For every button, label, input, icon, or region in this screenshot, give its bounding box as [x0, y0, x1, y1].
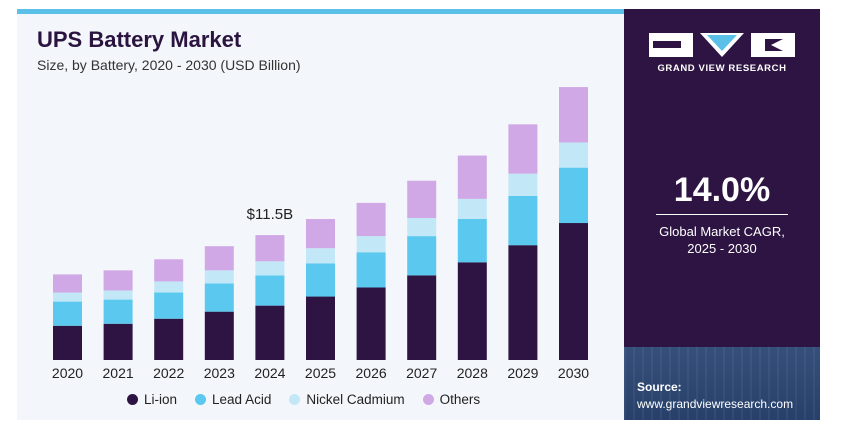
bar-segment-lead-acid-2025	[306, 263, 335, 297]
legend-item-others: Others	[422, 392, 481, 407]
cagr-label: Global Market CAGR, 2025 - 2030	[624, 223, 820, 257]
legend-item-nickel-cadmium: Nickel Cadmium	[289, 392, 405, 407]
cagr-value: 14.0%	[673, 171, 771, 209]
bar-segment-lead-acid-2027	[407, 236, 437, 276]
bar-chart: 2020 2021 2022 2023 2024 2025 2026 2027 2028 2029…	[52, 87, 589, 381]
bar-segment-nickel-cadmium-2030	[559, 142, 588, 168]
bar-segment-li-ion-2028	[457, 262, 487, 360]
bar-segment-lead-acid-2030	[559, 167, 588, 224]
bar-segment-li-ion-2030	[559, 223, 588, 360]
bar-segment-li-ion-2023	[204, 311, 234, 360]
bar-segment-nickel-cadmium-2024	[255, 261, 285, 276]
x-tick-label: 2029	[507, 365, 538, 381]
bar-segment-others-2029	[508, 124, 538, 174]
legend-label: Others	[439, 392, 481, 407]
source-label: Source:	[637, 380, 682, 394]
bar-segment-li-ion-2024	[255, 305, 285, 360]
chart-title: UPS Battery Market	[37, 27, 242, 52]
bar-segment-lead-acid-2029	[508, 195, 538, 246]
bar-segment-nickel-cadmium-2023	[204, 270, 234, 284]
bar-segment-lead-acid-2020	[53, 301, 82, 326]
bar-segment-li-ion-2026	[356, 287, 386, 360]
bar-segment-nickel-cadmium-2027	[407, 217, 437, 237]
chart-card: UPS Battery Market Size, by Battery, 202…	[17, 9, 820, 420]
side-panel: GRAND VIEW RESEARCH 14.0% Global Market …	[624, 9, 820, 420]
bar-segment-others-2025	[306, 219, 335, 249]
legend-dot-icon	[289, 394, 301, 405]
x-tick-label: 2024	[254, 365, 285, 381]
legend-dot-icon	[195, 394, 207, 405]
bar-segment-nickel-cadmium-2021	[103, 290, 133, 300]
bar-segment-lead-acid-2021	[103, 299, 133, 324]
bar-segment-others-2022	[154, 259, 184, 282]
chart-subtitle: Size, by Battery, 2020 - 2030 (USD Billi…	[37, 57, 301, 73]
x-tick-label: 2030	[558, 365, 589, 381]
x-tick-label: 2025	[305, 365, 336, 381]
x-tick-label: 2027	[406, 365, 437, 381]
bar-segment-li-ion-2027	[407, 275, 437, 360]
legend-item-li-ion: Li-ion	[127, 392, 177, 407]
bar-segment-nickel-cadmium-2020	[53, 292, 82, 302]
bar-segment-nickel-cadmium-2022	[154, 281, 184, 293]
x-tick-label: 2026	[356, 365, 387, 381]
x-tick-label: 2023	[204, 365, 235, 381]
bar-segment-nickel-cadmium-2028	[457, 198, 487, 219]
bar-segment-lead-acid-2023	[204, 283, 234, 312]
bar-segment-others-2026	[356, 202, 386, 237]
bar-segment-li-ion-2020	[53, 325, 82, 360]
x-tick-label: 2022	[153, 365, 184, 381]
cagr-label-line2: 2025 - 2030	[687, 241, 757, 256]
bar-segment-others-2021	[103, 270, 133, 291]
bar-segment-others-2027	[407, 180, 437, 218]
bar-segment-nickel-cadmium-2026	[356, 236, 386, 253]
data-label-annotation: $11.5B	[247, 206, 293, 223]
bar-segment-others-2030	[559, 87, 588, 143]
bar-segment-others-2024	[255, 235, 285, 262]
accent-bar	[17, 9, 624, 14]
brand-name: GRAND VIEW RESEARCH	[657, 63, 787, 74]
legend-dot-icon	[127, 394, 138, 405]
bar-segment-others-2023	[204, 246, 234, 271]
chart-legend: Li-ion Lead Acid Nickel Cadmium Others	[127, 392, 480, 407]
bar-segment-others-2028	[457, 155, 487, 199]
legend-label: Li-ion	[144, 392, 178, 407]
cagr-label-line1: Global Market CAGR,	[659, 224, 785, 239]
bar-segment-nickel-cadmium-2029	[508, 173, 538, 196]
bar-segment-li-ion-2025	[306, 296, 335, 360]
bar-segment-others-2020	[53, 274, 82, 293]
x-tick-label: 2028	[457, 365, 488, 381]
legend-dot-icon	[422, 394, 434, 405]
panel-footer-background	[624, 347, 820, 420]
x-tick-label: 2020	[52, 365, 83, 381]
bar-segment-lead-acid-2028	[457, 219, 487, 263]
bar-segment-lead-acid-2024	[255, 275, 285, 306]
bar-segment-nickel-cadmium-2025	[306, 248, 335, 264]
legend-label: Lead Acid	[212, 392, 272, 407]
source-url[interactable]: www.grandviewresearch.com	[637, 397, 794, 411]
bar-segment-li-ion-2029	[508, 245, 538, 360]
bar-segment-lead-acid-2022	[154, 292, 184, 319]
bar-segment-lead-acid-2026	[356, 252, 386, 288]
grand-view-research-logo-icon	[649, 33, 795, 57]
x-tick-label: 2021	[103, 365, 134, 381]
bar-segment-li-ion-2021	[103, 323, 133, 360]
bar-segment-li-ion-2022	[154, 318, 184, 360]
legend-item-lead-acid: Lead Acid	[195, 392, 271, 407]
legend-label: Nickel Cadmium	[306, 392, 405, 407]
divider	[656, 214, 788, 215]
